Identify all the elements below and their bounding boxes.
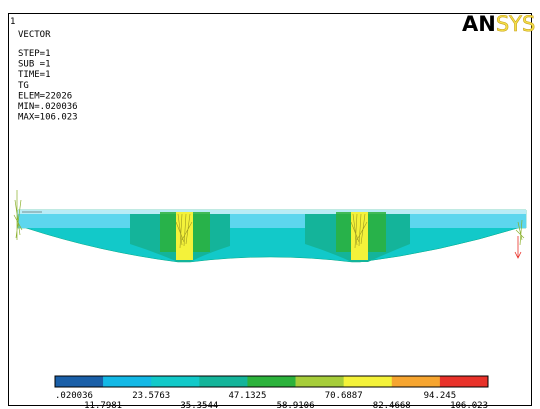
legend-swatch (391, 376, 441, 387)
end-vectors (13, 190, 525, 246)
frame (8, 13, 532, 406)
logo-left: AN (462, 12, 496, 36)
legend-label: 11.7981 (84, 401, 122, 409)
info-line: TG (18, 81, 29, 91)
legend-label: 58.9106 (277, 401, 315, 409)
legend-swatch (439, 376, 489, 387)
info-line: SUB =1 (18, 60, 51, 70)
info-line: ELEM=22026 (18, 91, 72, 101)
legend-label: 47.1325 (228, 391, 266, 401)
legend-label: 94.245 (424, 391, 457, 401)
reaction-arrow (514, 236, 522, 259)
window-number: 1 (10, 17, 15, 27)
legend-label: .020036 (55, 391, 93, 401)
vectors (175, 213, 368, 249)
plot-type: VECTOR (18, 30, 51, 40)
info-line: MAX=106.023 (18, 113, 78, 123)
legend-frame (54, 375, 489, 388)
legend-label: 82.4668 (373, 401, 411, 409)
legend-swatch (343, 376, 393, 387)
legend-label: 35.3544 (180, 401, 218, 409)
legend-label: 106.023 (450, 401, 488, 409)
info-line: STEP=1 (18, 49, 51, 59)
info-line: MIN=.020036 (18, 102, 78, 112)
legend-swatch (247, 376, 296, 387)
beam-model (13, 190, 527, 263)
logo-right: SYS (496, 12, 536, 36)
legend-label: 23.5763 (132, 391, 170, 401)
legend-swatch (103, 376, 152, 387)
legend-swatch (295, 376, 344, 387)
legend-swatch (55, 376, 104, 387)
legend-swatch (199, 376, 248, 387)
logo: ANSYS (462, 12, 535, 36)
info-line: TIME=1 (18, 70, 51, 80)
deck-top (18, 210, 526, 214)
legend-label: 70.6887 (325, 391, 363, 401)
legend-swatch (151, 376, 200, 387)
